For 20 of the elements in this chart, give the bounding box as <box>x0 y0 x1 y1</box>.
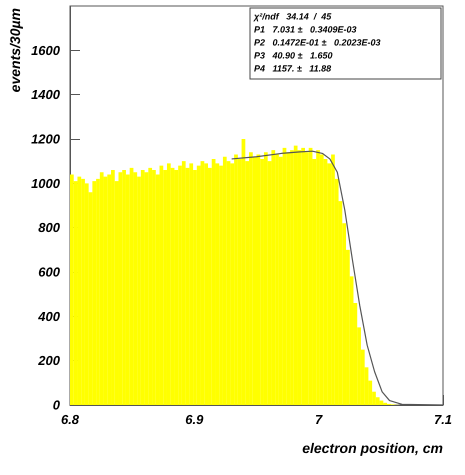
y-tick-label: 1600 <box>31 42 61 58</box>
y-tick-label: 400 <box>37 308 61 324</box>
y-tick-label: 1400 <box>31 87 61 102</box>
annotation: P2 0.1472E-01 ± 0.2023E-03 <box>254 38 381 48</box>
x-tick-label: 6.9 <box>185 412 204 427</box>
y-axis-title: events/30µm <box>7 8 23 92</box>
y-tick-label: 200 <box>37 353 61 368</box>
y-tick-label: 800 <box>38 220 61 236</box>
x-axis-title: electron position, cm <box>302 440 443 456</box>
x-tick-label: 7.1 <box>434 412 452 427</box>
x-tick-label: 7 <box>315 412 324 427</box>
x-tick-label: 6.8 <box>60 412 80 427</box>
annotation: P3 40.90 ± 1.650 <box>254 50 332 60</box>
y-tick-label: 0 <box>52 398 61 412</box>
y-tick-label: 600 <box>38 264 61 280</box>
annotation: P1 7.031 ± 0.3409E-03 <box>254 24 357 34</box>
annotation: χ²/ndf 34.14 / 45 <box>253 12 332 22</box>
y-tick-label: 1200 <box>31 132 61 146</box>
annotation: P4 1157. ± 11.88 <box>254 64 332 74</box>
y-tick-label: 1000 <box>31 176 61 191</box>
